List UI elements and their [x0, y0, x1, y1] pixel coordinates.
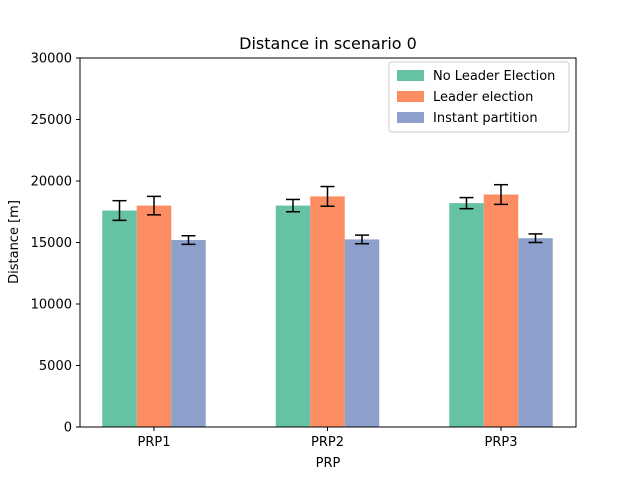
x-axis: PRP1 PRP2 PRP3 — [138, 427, 518, 450]
y-tick-label: 5000 — [39, 359, 72, 374]
bar-1-prp3 — [449, 203, 484, 427]
y-axis: 0 5000 10000 15000 20000 25000 30000 — [31, 52, 80, 436]
bar-2-prp2 — [310, 196, 345, 427]
error-bar-2-prp3 — [494, 183, 508, 206]
x-tick-label: PRP2 — [311, 435, 344, 450]
x-axis-label: PRP — [316, 456, 341, 471]
legend-label-2: Leader election — [433, 90, 533, 105]
legend: No Leader Election Leader election Instant… — [388, 61, 570, 133]
legend-box — [388, 61, 570, 133]
y-tick-label: 30000 — [31, 52, 72, 67]
error-bars-layer — [112, 183, 543, 246]
legend-swatch-1 — [397, 70, 424, 81]
legend-swatch-2 — [397, 91, 424, 102]
y-tick-label: 15000 — [31, 236, 72, 251]
legend-swatch-3 — [397, 112, 424, 123]
error-bar-1-prp2 — [286, 198, 300, 213]
y-tick-label: 25000 — [31, 113, 72, 128]
chart-title: Distance in scenario 0 — [239, 34, 417, 53]
x-tick-label: PRP1 — [138, 435, 171, 450]
error-bar-2-prp2 — [320, 185, 335, 207]
y-tick-label: 20000 — [31, 175, 72, 190]
error-bar-2-prp1 — [147, 195, 161, 216]
legend-label-1: No Leader Election — [433, 69, 555, 84]
error-bar-3-prp2 — [355, 234, 369, 245]
bar-1-prp1 — [102, 210, 137, 427]
error-bar-3-prp3 — [528, 233, 543, 244]
y-tick-label: 10000 — [31, 298, 72, 313]
y-tick-label: 0 — [64, 421, 72, 436]
bar-2-prp3 — [483, 194, 519, 427]
bar-1-prp2 — [275, 205, 311, 427]
x-tick-label: PRP3 — [485, 435, 518, 450]
bar-3-prp1 — [171, 240, 206, 427]
error-bar-1-prp3 — [459, 196, 474, 210]
bar-3-prp2 — [344, 239, 380, 427]
bars-layer — [102, 194, 553, 427]
error-bar-3-prp1 — [181, 234, 196, 246]
y-axis-label: Distance [m] — [7, 200, 22, 284]
legend-label-3: Instant partition — [433, 111, 538, 126]
error-bar-1-prp1 — [112, 199, 127, 222]
bar-3-prp3 — [518, 238, 553, 427]
bar-2-prp1 — [136, 205, 172, 427]
